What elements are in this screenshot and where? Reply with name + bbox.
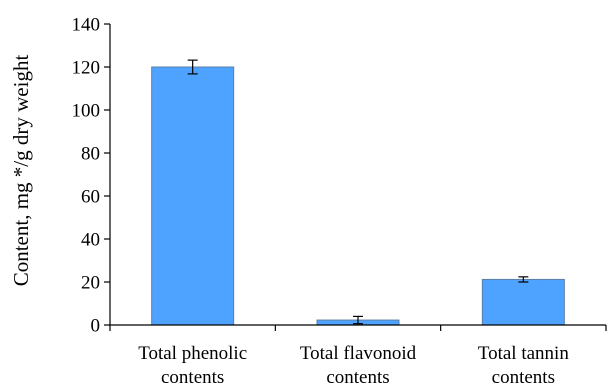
x-ticks-group: Total phenolic contents Total flavonoid con…: [109, 325, 607, 388]
y-tick-label: 60: [81, 187, 100, 208]
x-category-label: Total flavonoid contents: [300, 343, 417, 388]
y-tick-label: 40: [81, 230, 100, 251]
y-tick-label: 80: [81, 144, 100, 165]
y-axis-title: Content, mg */g dry weight: [9, 55, 33, 287]
y-ticks-group: 0 20 40 60 80 100 120 140: [72, 15, 110, 337]
bars-group: [151, 66, 565, 326]
y-tick-label: 140: [72, 15, 101, 36]
error-bars-group: [187, 59, 529, 325]
x-category-label: Total phenolic contents: [138, 343, 247, 388]
y-tick-label: 120: [72, 58, 101, 79]
y-tick-label: 0: [91, 316, 101, 337]
bar: [481, 278, 565, 326]
axes-group: [109, 24, 606, 326]
y-tick-label: 100: [72, 101, 101, 122]
bar: [151, 66, 235, 326]
y-tick-label: 20: [81, 273, 100, 294]
x-category-label: Total tannin contents: [478, 343, 570, 388]
